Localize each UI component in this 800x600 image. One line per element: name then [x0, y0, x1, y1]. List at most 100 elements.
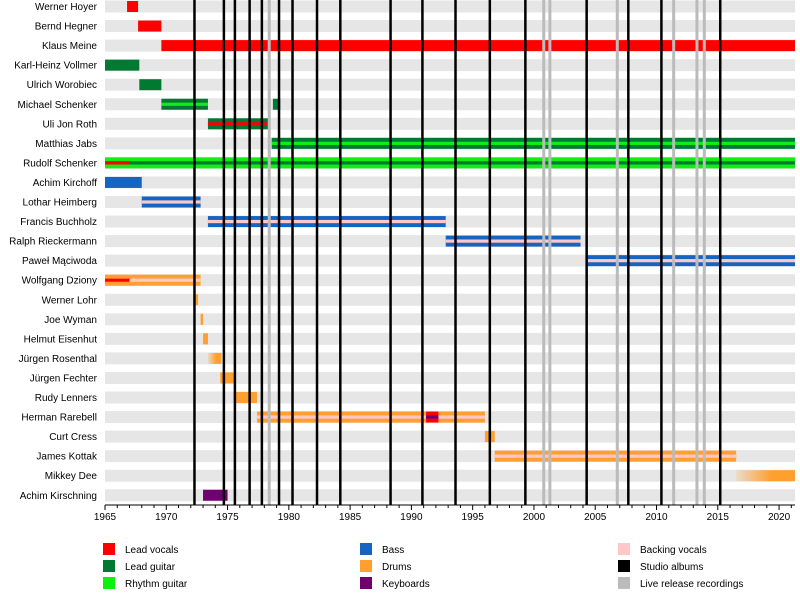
- member-name: Achim Kirschning: [20, 491, 97, 502]
- member-name: Ralph Rieckermann: [9, 237, 97, 248]
- x-axis: 1965 1970 1975 1980 1985 1990 1995 2000 2005 2010…: [94, 504, 795, 523]
- x-tick-label: 1970: [155, 512, 178, 523]
- secondary-role-stripe: [586, 259, 795, 263]
- member-name: James Kottak: [36, 452, 98, 463]
- member-bar: [161, 40, 795, 52]
- secondary-role-stripe: [494, 454, 737, 458]
- member-name: Rudolf Schenker: [23, 158, 98, 169]
- member-bar: [139, 79, 162, 91]
- member-bar: [127, 1, 139, 12]
- row-stripe: [105, 293, 795, 306]
- row-stripe: [105, 489, 795, 502]
- secondary-role-stripe: [105, 278, 201, 282]
- legend-swatch: [360, 577, 372, 589]
- legend-swatch: [618, 577, 630, 589]
- member-name: Achim Kirchoff: [33, 178, 98, 189]
- legend-label: Rhythm guitar: [125, 579, 188, 590]
- row-stripe: [105, 332, 795, 345]
- member-name-labels: Werner Hoyer Bernd Hegner Klaus Meine Karl-…: [9, 2, 98, 502]
- x-tick-label: 1990: [400, 512, 423, 523]
- member-name: Helmut Eisenhut: [24, 334, 98, 345]
- member-name: Jürgen Rosenthal: [19, 354, 97, 365]
- secondary-role-stripe: [271, 141, 796, 145]
- row-stripe: [105, 274, 795, 287]
- legend-label: Backing vocals: [640, 545, 707, 556]
- row-stripe: [105, 352, 795, 365]
- legend-swatch: [103, 560, 115, 572]
- row-stripe: [105, 196, 795, 208]
- legend-swatch: [360, 560, 372, 572]
- row-stripe: [105, 59, 795, 72]
- legend-label: Drums: [382, 562, 411, 573]
- member-name: Karl-Heinz Vollmer: [14, 61, 97, 72]
- legend-swatch: [618, 543, 630, 555]
- x-tick-label: 2020: [768, 512, 791, 523]
- row-stripe: [105, 371, 795, 384]
- legend-swatch: [618, 560, 630, 572]
- role-marker-stripe: [426, 415, 439, 419]
- member-bar: [233, 392, 257, 403]
- member-bar: [203, 333, 208, 345]
- live-release-lines: [267, 0, 706, 506]
- row-stripe: [105, 78, 795, 91]
- member-bar: [105, 59, 140, 71]
- member-name: Ulrich Worobiec: [27, 80, 97, 91]
- overlay-role-stripe: [105, 161, 130, 165]
- row-stripe: [105, 176, 795, 189]
- legend: Lead vocals Bass Backing vocals Lead guitar…: [103, 543, 743, 590]
- row-stripe: [105, 98, 795, 111]
- member-name: Curt Cress: [49, 432, 97, 443]
- member-name: Rudy Lenners: [35, 393, 97, 404]
- member-bar: [220, 372, 234, 384]
- member-bar: [105, 176, 142, 188]
- secondary-role-stripe: [161, 102, 208, 106]
- member-name: Uli Jon Roth: [43, 119, 97, 130]
- row-stripe: [105, 313, 795, 326]
- legend-label: Lead guitar: [125, 562, 176, 573]
- member-bar: [207, 352, 222, 364]
- member-name: Matthias Jabs: [35, 139, 97, 150]
- member-name: Wolfgang Dziony: [22, 276, 97, 287]
- member-name: Werner Hoyer: [35, 2, 98, 13]
- member-name: Paweł Mąciwoda: [22, 256, 97, 267]
- row-stripe: [105, 391, 795, 404]
- x-tick-label: 1975: [216, 512, 239, 523]
- overlay-role-stripe: [105, 278, 130, 282]
- member-name: Jürgen Fechter: [30, 373, 98, 384]
- row-stripe: [105, 20, 795, 33]
- secondary-role-stripe: [141, 200, 201, 204]
- member-bar: [272, 98, 281, 110]
- member-bar: [736, 470, 795, 482]
- member-name: Mikkey Dee: [45, 471, 98, 482]
- member-name: Klaus Meine: [42, 41, 97, 52]
- studio-album-lines: [193, 0, 722, 506]
- member-bar: [138, 20, 162, 32]
- secondary-role-stripe: [256, 415, 485, 419]
- x-tick-label: 1980: [278, 512, 301, 523]
- x-tick-label: 1965: [94, 512, 117, 523]
- row-stripe: [105, 0, 795, 13]
- legend-label: Studio albums: [640, 562, 703, 573]
- row-stripe: [105, 430, 795, 443]
- row-stripe: [105, 469, 795, 482]
- x-tick-label: 1995: [462, 512, 485, 523]
- member-name: Werner Lohr: [42, 295, 98, 306]
- member-name: Joe Wyman: [44, 315, 97, 326]
- row-stripes: [105, 0, 795, 502]
- member-bar: [194, 294, 199, 306]
- member-name: Herman Rarebell: [21, 413, 97, 424]
- member-name: Francis Buchholz: [20, 217, 97, 228]
- x-tick-label: 2015: [707, 512, 730, 523]
- legend-swatch: [103, 577, 115, 589]
- member-bar: [200, 313, 204, 325]
- x-tick-label: 2000: [523, 512, 546, 523]
- secondary-role-stripe: [445, 239, 581, 243]
- member-bar: [203, 489, 228, 501]
- legend-label: Keyboards: [382, 579, 430, 590]
- row-stripe: [105, 117, 795, 130]
- legend-swatch: [360, 543, 372, 555]
- legend-swatch: [103, 543, 115, 555]
- member-name: Michael Schenker: [18, 100, 98, 111]
- legend-label: Live release recordings: [640, 579, 743, 590]
